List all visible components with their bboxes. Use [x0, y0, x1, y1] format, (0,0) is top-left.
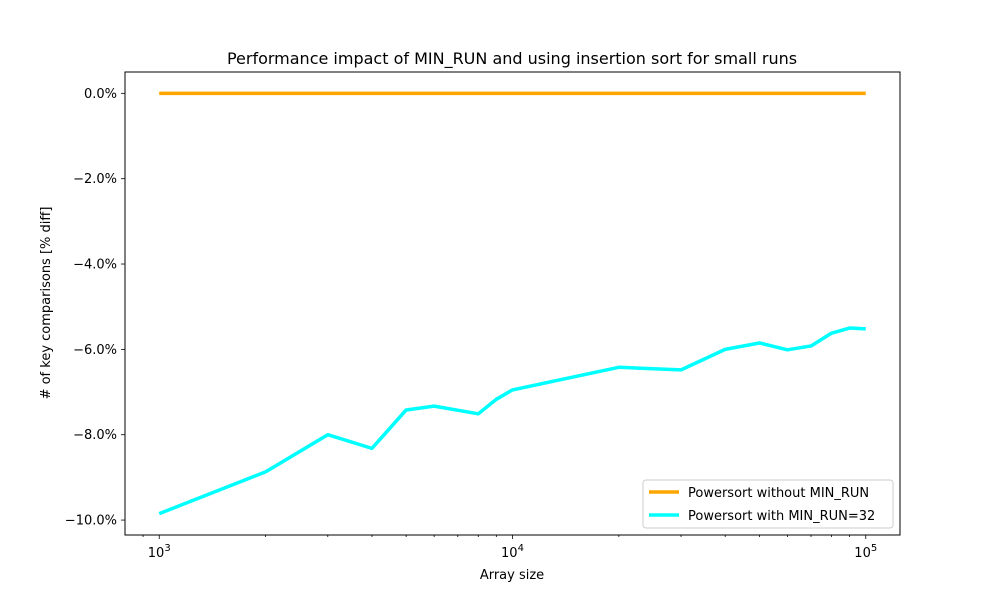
x-axis-label: Array size — [480, 568, 544, 583]
y-axis-label: # of key comparisons [% diff] — [39, 207, 54, 400]
chart-title: Performance impact of MIN_RUN and using … — [227, 49, 797, 69]
x-tick-label: 103 — [148, 543, 171, 561]
x-tick-label: 104 — [501, 543, 524, 561]
y-tick-label: −4.0% — [73, 258, 117, 273]
y-tick-label: 0.0% — [84, 87, 117, 102]
plot-frame — [124, 71, 901, 536]
x-tick-label: 105 — [854, 543, 877, 561]
y-axis-ticks: 0.0% −2.0% −4.0% −6.0% −8.0% −10.0% — [65, 87, 125, 529]
legend-frame — [642, 479, 894, 529]
y-tick-label: −10.0% — [65, 514, 117, 529]
legend: Powersort without MIN_RUN Powersort with … — [642, 479, 894, 529]
legend-label-2: Powersort with MIN_RUN=32 — [688, 509, 875, 524]
series-line-2 — [158, 326, 866, 516]
y-tick-label: −2.0% — [73, 172, 117, 187]
y-tick-label: −8.0% — [73, 428, 117, 443]
series-layer — [158, 91, 866, 516]
y-tick-label: −6.0% — [73, 343, 117, 358]
x-axis-ticks: 103 104 105 — [142, 535, 877, 561]
legend-label-1: Powersort without MIN_RUN — [688, 486, 869, 501]
plot-area — [124, 71, 901, 536]
